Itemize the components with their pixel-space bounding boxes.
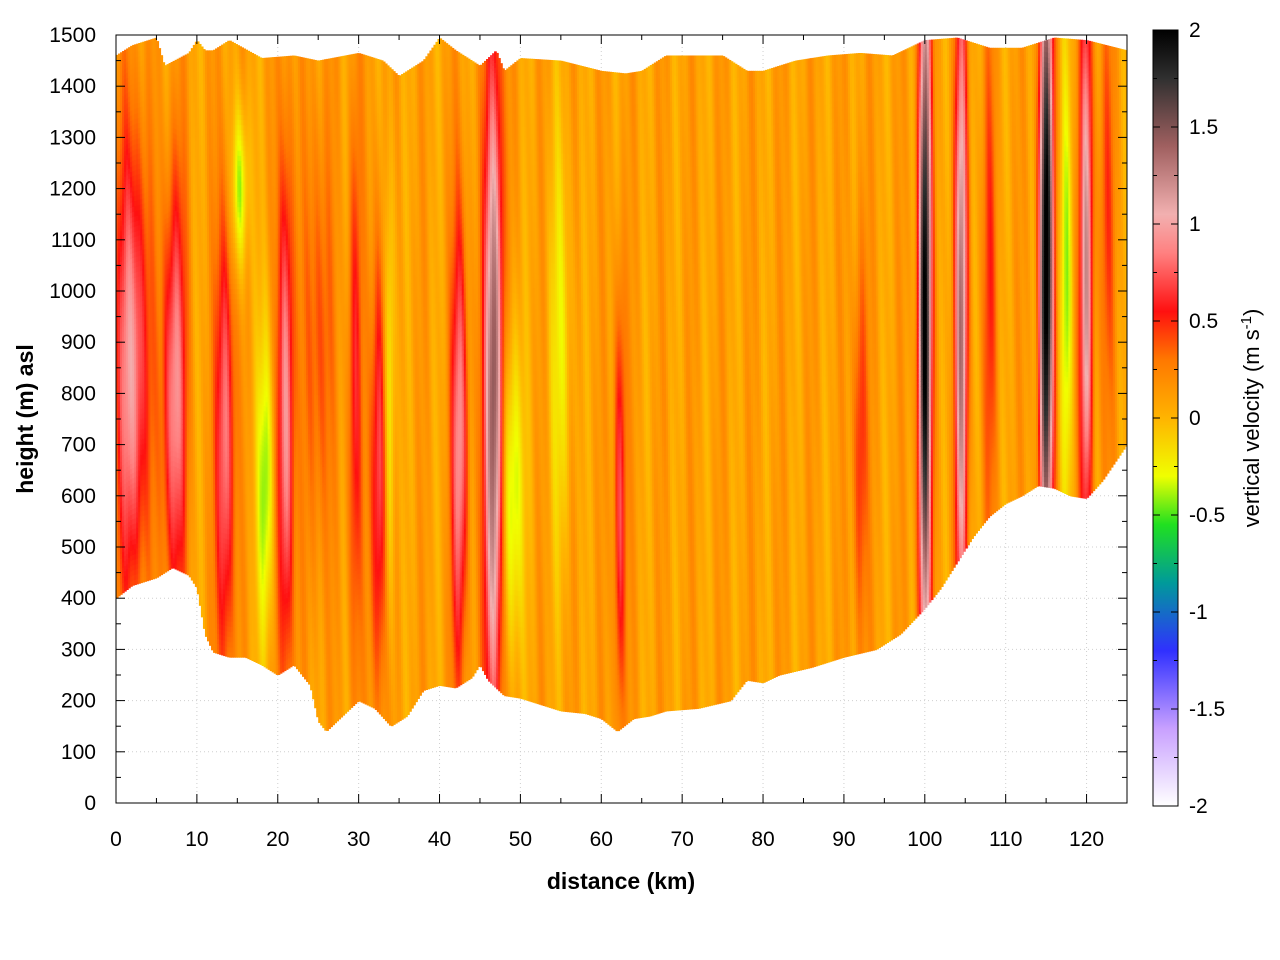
x-tick-label: 60 [590,828,613,851]
colorbar-tick-label: 1 [1189,213,1201,236]
x-tick-label: 120 [1069,828,1104,851]
colorbar-tick-label: 2 [1189,19,1201,42]
y-tick-label: 800 [61,382,96,405]
colorbar-tick-label: -1 [1189,601,1208,624]
velocity-field [116,38,1128,731]
y-tick-label: 500 [61,536,96,559]
colorbar-title-end: ) [1239,309,1264,316]
colorbar-tick-label: -0.5 [1189,504,1225,527]
colorbar-title-main: vertical velocity (m s [1239,329,1264,527]
x-tick-label: 90 [832,828,855,851]
colorbar-tick-label: 1.5 [1189,116,1218,139]
y-tick-label: 1500 [49,24,96,47]
x-tick-label: 70 [670,828,693,851]
y-tick-label: 300 [61,638,96,661]
x-tick-label: 40 [428,828,451,851]
x-axis-title: distance (km) [547,868,695,894]
colorbar-tick-label: -1.5 [1189,698,1225,721]
y-tick-label: 1100 [51,229,96,252]
y-tick-label: 200 [61,690,96,713]
x-tick-label: 80 [751,828,774,851]
colorbar-tick-label: 0.5 [1189,310,1218,333]
x-tick-label: 20 [266,828,289,851]
x-tick-label: 10 [185,828,208,851]
y-axis-title: height (m) asl [12,344,38,494]
colorbar-tick-label: -2 [1189,795,1208,818]
colorbar-title-superscript: -1 [1238,316,1255,329]
x-tick-labels: 0 10 20 30 40 50 60 70 80 90 100 110 120 [110,828,1104,851]
y-tick-label: 900 [61,331,96,354]
y-tick-label: 400 [61,587,96,610]
y-tick-label: 0 [84,792,96,815]
y-tick-labels: 0 100 200 300 400 500 600 700 800 900 1000 1100 1200… [49,24,96,815]
y-tick-label: 1200 [49,178,96,201]
y-tick-label: 1300 [49,126,96,149]
x-tick-label: 50 [509,828,532,851]
x-tick-label: 30 [347,828,370,851]
x-tick-label: 110 [989,828,1022,851]
colorbar-title: vertical velocity (m s-1) [1238,309,1265,528]
colorbar-tick-label: 0 [1189,407,1201,430]
y-tick-label: 600 [61,485,96,508]
y-tick-label: 1400 [49,75,96,98]
y-tick-label: 1000 [49,280,96,303]
x-tick-label: 0 [110,828,122,851]
colorbar-tick-labels: 2 1.5 1 0.5 0 -0.5 -1 -1.5 -2 [1189,19,1225,818]
y-tick-label: 100 [61,741,96,764]
y-tick-label: 700 [61,434,96,457]
x-tick-label: 100 [907,828,942,851]
